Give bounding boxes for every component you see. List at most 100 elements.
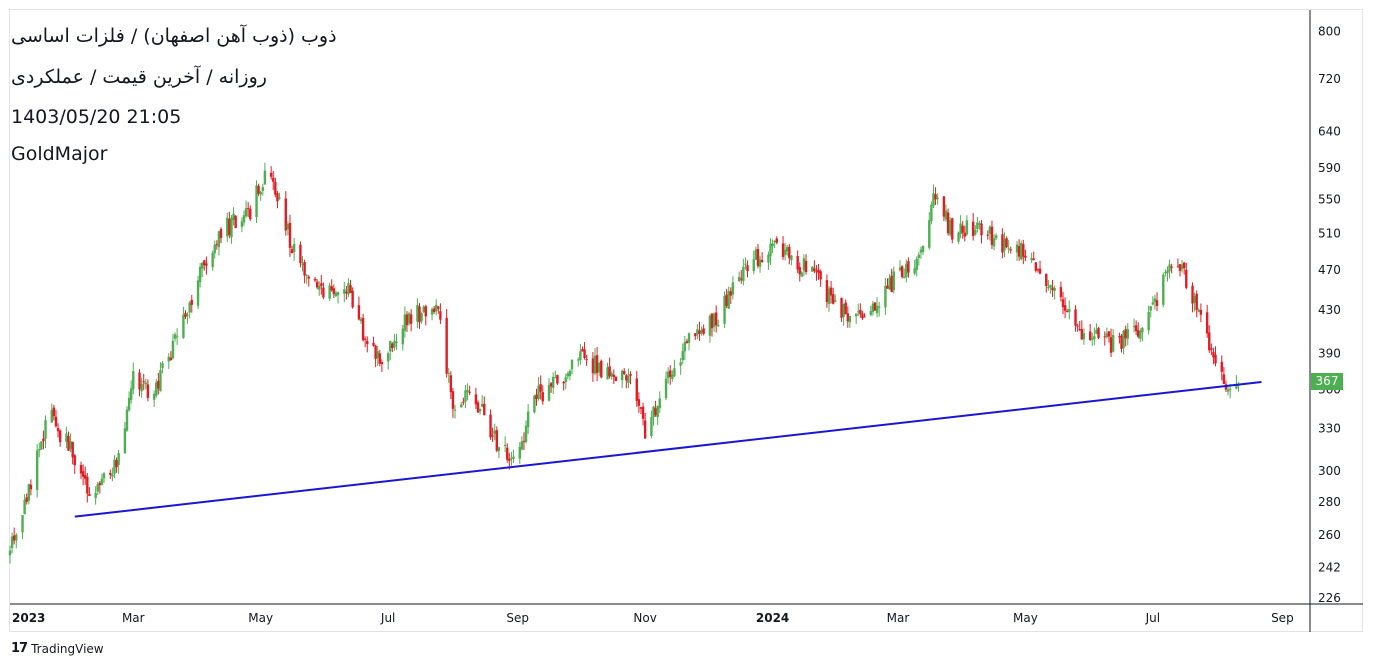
candle: [844, 299, 847, 315]
candle: [173, 332, 177, 342]
candle: [1065, 309, 1069, 313]
candle: [884, 277, 887, 315]
candle: [591, 352, 595, 382]
candle: [343, 281, 346, 303]
candle: [276, 190, 279, 209]
candle: [744, 257, 747, 270]
candle: [643, 413, 647, 440]
candle: [717, 319, 720, 328]
candle: [819, 269, 822, 287]
candle: [117, 449, 120, 474]
candle: [614, 376, 618, 382]
candle: [685, 338, 689, 344]
candle: [447, 367, 450, 383]
candle: [480, 395, 484, 408]
candle: [1068, 300, 1071, 320]
candle: [961, 221, 964, 239]
candle: [976, 216, 979, 233]
candle: [88, 487, 91, 497]
candle: [641, 402, 645, 426]
candle: [710, 313, 714, 337]
candle: [725, 288, 728, 309]
candle: [627, 368, 630, 389]
candle: [758, 255, 762, 273]
candle: [435, 299, 438, 316]
candle: [506, 443, 509, 463]
candle: [129, 380, 133, 404]
candle: [1078, 320, 1081, 332]
candle: [848, 315, 852, 328]
candle: [930, 201, 933, 225]
symbol-title: ذوب (ذوب آهن اصفهان) / فلزات اساسی: [11, 25, 337, 47]
candle: [186, 312, 189, 324]
candle: [347, 278, 350, 297]
candle: [493, 423, 496, 441]
candle: [318, 281, 321, 296]
candle: [1191, 282, 1194, 313]
candle: [1020, 240, 1023, 261]
candle: [449, 371, 453, 400]
candle: [278, 192, 281, 200]
candle: [201, 262, 204, 278]
candle: [71, 441, 74, 465]
candle: [664, 371, 668, 401]
support-trendline[interactable]: [74, 380, 1262, 518]
candle: [1007, 240, 1010, 254]
x-tick-label: Jul: [1145, 611, 1160, 625]
candle: [1237, 381, 1240, 392]
candle: [1109, 328, 1113, 357]
candle: [1170, 263, 1173, 274]
candle: [815, 265, 818, 281]
candle: [869, 305, 872, 317]
candle: [737, 271, 741, 282]
tradingview-branding[interactable]: 17 TradingView: [11, 641, 104, 656]
candle: [539, 375, 542, 400]
candle: [1095, 323, 1098, 335]
candle: [303, 259, 306, 284]
candle: [854, 313, 858, 325]
candle: [1151, 296, 1155, 306]
candle: [1178, 263, 1182, 277]
candle: [934, 187, 937, 206]
trendline-layer[interactable]: [74, 380, 1262, 518]
candle: [888, 274, 891, 290]
candle: [1074, 305, 1077, 332]
candle: [261, 183, 265, 196]
candle: [401, 324, 404, 351]
candle: [593, 348, 597, 376]
candle: [1111, 329, 1115, 353]
candle: [418, 303, 421, 329]
candle: [495, 426, 499, 453]
candle: [754, 246, 758, 260]
candles: [8, 162, 1240, 564]
candle: [846, 306, 850, 328]
candle: [1210, 343, 1213, 356]
candle: [579, 343, 582, 365]
candle: [1017, 239, 1021, 261]
candle: [460, 401, 463, 408]
candle: [155, 379, 158, 398]
x-tick-label: Mar: [887, 611, 910, 625]
candle: [242, 210, 246, 226]
candle: [1205, 304, 1209, 338]
candle: [903, 268, 906, 279]
candle: [936, 193, 939, 205]
y-tick-label: 300: [1318, 464, 1341, 478]
candle: [58, 429, 62, 447]
candle: [606, 362, 609, 380]
candle: [804, 254, 808, 275]
candle: [190, 294, 193, 313]
candle: [783, 243, 787, 261]
candle: [361, 313, 365, 342]
candle: [497, 446, 501, 459]
candle: [305, 274, 308, 284]
candle: [299, 241, 302, 268]
candle: [175, 328, 179, 345]
y-tick-label: 260: [1318, 528, 1341, 542]
x-tick-label: Mar: [122, 611, 145, 625]
candle: [992, 234, 996, 251]
candle: [439, 303, 442, 325]
candle: [1124, 325, 1127, 347]
candle: [564, 373, 567, 390]
